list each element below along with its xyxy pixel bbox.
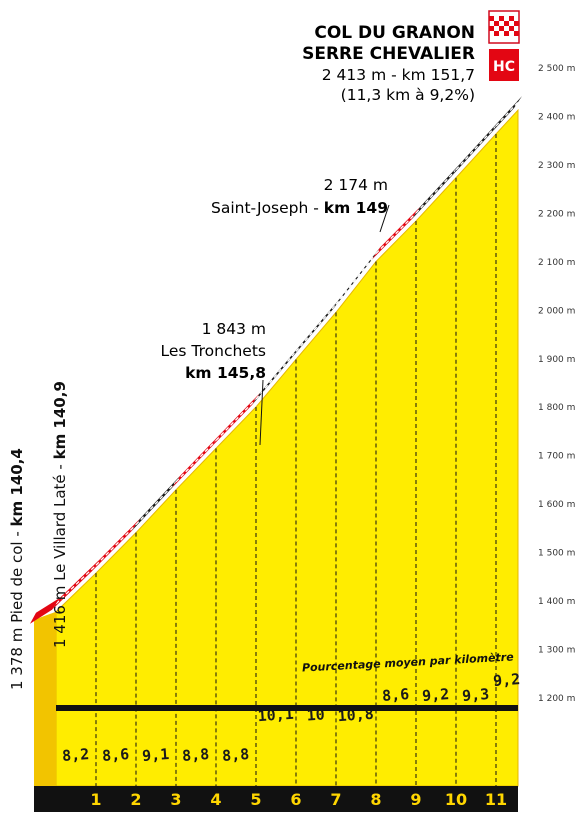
gradient-label: 8,6: [102, 745, 130, 765]
altitude-tick-label: 2 300 m: [538, 161, 575, 171]
waypoint-saint-joseph-name: Saint-Joseph -: [211, 199, 324, 217]
summit-flag-icon: [489, 11, 519, 43]
category-badge-label: HC: [493, 59, 515, 75]
altitude-tick-label: 2 200 m: [538, 209, 575, 219]
side-label-pied-de-col-km: km 140,4: [8, 448, 26, 526]
km-marker-label: 2: [130, 790, 141, 809]
altitude-tick-label: 1 600 m: [538, 500, 575, 510]
waypoint-saint-joseph-label: Saint-Joseph - km 149: [211, 199, 388, 217]
gradient-label: 9,3: [462, 685, 490, 705]
gradient-label: 9,1: [142, 745, 170, 765]
summit-name-line2: SERRE CHEVALIER: [302, 44, 475, 64]
altitude-tick-label: 1 900 m: [538, 355, 575, 365]
side-label-pied-de-col-alt: 1 378 m Pied de col -: [8, 526, 26, 690]
km-top-band: [56, 705, 518, 711]
waypoint-saint-joseph-km: km 149: [324, 199, 388, 217]
side-label-pied-de-col: 1 378 m Pied de col - km 140,4: [8, 448, 26, 690]
category-badge: HC: [489, 49, 519, 81]
summit-name-line1: COL DU GRANON: [314, 23, 475, 43]
altitude-tick-label: 2 000 m: [538, 306, 575, 316]
km-marker-label: 11: [485, 790, 507, 809]
km-marker-label: 1: [90, 790, 101, 809]
km-marker-label: 6: [290, 790, 301, 809]
altitude-tick-label: 2 100 m: [538, 258, 575, 268]
altitude-tick-label: 1 300 m: [538, 646, 575, 656]
km-marker-label: 4: [210, 790, 221, 809]
altitude-tick-label: 1 800 m: [538, 403, 575, 413]
waypoint-les-tronchets-altitude: 1 843 m: [202, 320, 266, 338]
side-label-villard-late-km: km 140,9: [51, 381, 69, 459]
gradient-label: 9,2: [493, 670, 521, 690]
side-label-villard-late-alt: 1 416 m Le Villard Laté -: [51, 459, 69, 648]
summit-details: (11,3 km à 9,2%): [341, 86, 475, 104]
gradient-label: 8,2: [62, 745, 90, 765]
waypoint-saint-joseph: 2 174 m Saint-Joseph - km 149: [211, 176, 389, 232]
km-marker-label: 7: [330, 790, 341, 809]
altitude-tick-label: 1 700 m: [538, 452, 575, 462]
km-marker-label: 5: [250, 790, 261, 809]
altitude-tick-label: 1 200 m: [538, 694, 575, 704]
altitude-tick-label: 2 500 m: [538, 64, 575, 74]
summit-stats: 2 413 m - km 151,7: [322, 66, 475, 84]
side-label-villard-late-text: 1 416 m Le Villard Laté - km 140,9: [51, 381, 69, 648]
km-marker-label: 8: [370, 790, 381, 809]
side-label-pied-de-col-text: 1 378 m Pied de col - km 140,4: [8, 448, 26, 690]
gradient-label: 8,6: [382, 685, 410, 705]
km-marker-label: 10: [445, 790, 467, 809]
waypoint-saint-joseph-altitude: 2 174 m: [324, 176, 388, 194]
gradient-label: 8,8: [182, 745, 210, 765]
waypoint-les-tronchets-km: km 145,8: [185, 364, 266, 382]
altitude-tick-label: 2 400 m: [538, 112, 575, 122]
summit-banner: COL DU GRANON SERRE CHEVALIER 2 413 m - …: [302, 23, 475, 104]
altitude-tick-label: 1 500 m: [538, 549, 575, 559]
side-label-villard-late: 1 416 m Le Villard Laté - km 140,9: [51, 381, 69, 648]
altitude-tick-label: 1 400 m: [538, 597, 575, 607]
gradient-label: 9,2: [422, 685, 450, 705]
altitude-axis: 1 200 m 1 300 m 1 400 m 1 500 m 1 600 m 1 700…: [538, 64, 575, 704]
km-marker-label: 3: [170, 790, 181, 809]
gradient-label: 8,8: [222, 745, 250, 765]
km-marker-label: 9: [410, 790, 421, 809]
waypoint-les-tronchets-name: Les Tronchets: [161, 342, 266, 360]
